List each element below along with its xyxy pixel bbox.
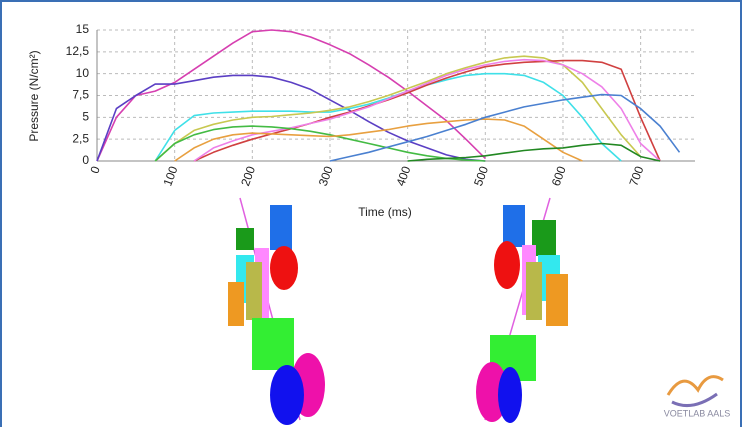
y-tick-label: 5 [82,110,89,124]
x-tick-label: 0 [87,164,103,175]
x-tick-label: 500 [471,164,491,188]
y-tick-label: 12,5 [66,44,90,58]
series-line [96,74,486,162]
y-tick-label: 2,5 [72,131,89,145]
series-line [154,125,486,162]
x-tick-label: 100 [160,164,180,188]
x-tick-label: 200 [238,164,258,188]
series-line [174,118,583,162]
y-tick-label: 10 [76,66,90,80]
y-tick-label: 0 [82,153,89,167]
x-tick-label: 600 [549,164,569,188]
series-line [193,58,661,162]
x-tick-label: 400 [393,164,413,188]
series-line [407,142,661,162]
y-axis-label: Pressure (N/cm²) [27,50,41,141]
series-line [96,29,486,162]
x-tick-label: 300 [316,164,336,188]
feet [228,197,568,425]
series-line [154,72,622,162]
logo: VOETLAB AALS [664,375,731,418]
y-tick-label: 7,5 [72,88,89,102]
x-tick-label: 700 [626,164,646,188]
series-line [329,93,681,162]
x-axis-label: Time (ms) [358,205,412,219]
y-tick-label: 15 [76,22,90,36]
logo-text: VOETLAB AALS [664,408,731,418]
